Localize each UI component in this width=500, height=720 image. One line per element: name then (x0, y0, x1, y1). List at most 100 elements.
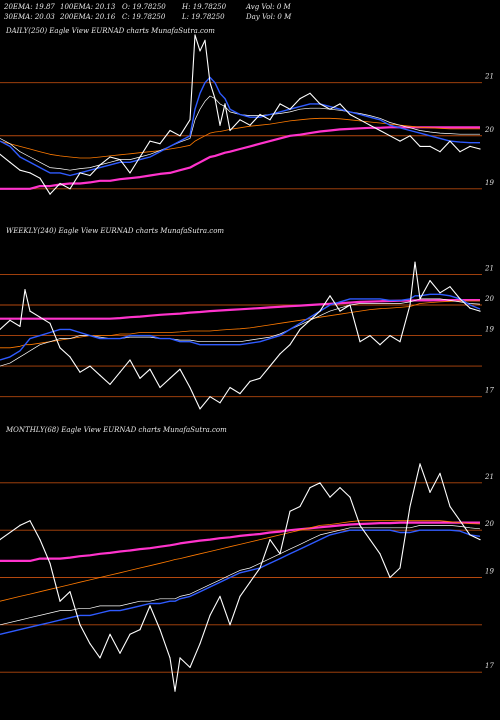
daily-price-point (129, 172, 131, 174)
weekly-price-point (9, 319, 11, 321)
daily-price-point (49, 193, 51, 195)
monthly-price-point (339, 487, 341, 489)
daily-price-point (149, 140, 151, 142)
weekly-chart: 21 20 19 17 (0, 261, 494, 410)
weekly-price-point (219, 402, 221, 404)
weekly-ytick-label: 19 (485, 326, 494, 334)
daily-price-point (309, 92, 311, 94)
daily-ytick-label: 20 (484, 126, 494, 134)
weekly-price-point (469, 307, 471, 309)
monthly-price-point (209, 614, 211, 616)
daily-price-point (429, 145, 431, 147)
weekly-price-point (119, 371, 121, 373)
daily-price-point (439, 151, 441, 153)
weekly-price-point (239, 393, 241, 395)
weekly-price-point (289, 344, 291, 346)
weekly-price-point (439, 292, 441, 294)
daily-price-point (39, 177, 41, 179)
daily-price-point (339, 103, 341, 105)
daily-price-point (139, 156, 141, 158)
weekly-price-point (329, 295, 331, 297)
daily-price-point (359, 119, 361, 121)
weekly-price-point (229, 386, 231, 389)
daily-price-point (399, 140, 401, 142)
weekly-price-point (39, 316, 41, 318)
monthly-chart: 21 20 19 17 (0, 463, 494, 692)
weekly-price-point (409, 304, 411, 306)
monthly-ema-mid-line (0, 525, 481, 626)
daily-price-point (259, 113, 261, 116)
monthly-price-point (159, 629, 161, 631)
weekly-chart-panel: WEEKLY(240) Eagle View EURNAD charts Mun… (0, 225, 500, 425)
monthly-price-point (99, 657, 101, 659)
daily-price-point (299, 98, 301, 100)
daily-price-point (179, 135, 181, 137)
weekly-price-point (0, 328, 1, 330)
monthly-price-point (349, 496, 351, 498)
weekly-price-point (349, 304, 351, 306)
weekly-price-point (259, 377, 261, 379)
daily-price-point (289, 108, 291, 110)
monthly-price-point (169, 657, 171, 659)
monthly-price-point (299, 505, 301, 508)
weekly-price-point (169, 377, 171, 379)
weekly-price-point (369, 335, 371, 337)
weekly-price-point (449, 286, 451, 288)
high-label: H: 19.78250 (182, 3, 227, 11)
weekly-price-point (149, 368, 151, 370)
avg-vol-label: Avg Vol: 0 M (246, 3, 291, 11)
monthly-price-point (119, 652, 121, 654)
monthly-price-point (389, 576, 391, 579)
weekly-price-point (359, 341, 361, 343)
weekly-price-point (429, 280, 431, 282)
ema200-label: 200EMA: 20.16 (60, 13, 116, 21)
monthly-price-point (249, 581, 251, 583)
daily-price-point (214, 98, 216, 100)
daily-price-point (19, 169, 21, 171)
weekly-price-point (414, 261, 416, 263)
daily-ema-fast-line (0, 76, 480, 177)
monthly-price-point (409, 505, 411, 508)
day-vol-label: Day Vol: 0 M (246, 13, 292, 21)
monthly-price-point (89, 643, 91, 645)
daily-price-point (9, 161, 11, 163)
daily-chart: 21 20 19 (0, 34, 494, 195)
daily-price-point (224, 103, 226, 105)
monthly-price-point (239, 595, 241, 597)
monthly-ema-slow-line (0, 520, 481, 602)
daily-price-point (169, 129, 171, 132)
daily-price-point (369, 124, 371, 126)
weekly-chart-title: WEEKLY(240) Eagle View EURNAD charts Mun… (6, 227, 225, 235)
weekly-price-point (339, 310, 341, 312)
daily-price-point (229, 129, 231, 132)
weekly-price-point (24, 289, 26, 291)
weekly-price-point (19, 325, 21, 327)
daily-price-point (319, 103, 321, 105)
weekly-ema-mid-line (0, 298, 481, 367)
monthly-price-point (289, 510, 291, 512)
daily-price-point (269, 119, 271, 121)
daily-price-point (119, 159, 121, 161)
monthly-price-point (39, 539, 41, 541)
daily-price-point (209, 82, 211, 84)
weekly-price-point (109, 383, 111, 385)
monthly-price-point (319, 482, 321, 484)
monthly-price-point (0, 539, 1, 541)
open-label: O: 19.78250 (122, 3, 166, 11)
daily-chart-panel: DAILY(250) Eagle View EURNAD charts Muna… (0, 0, 500, 225)
weekly-price-point (199, 408, 201, 410)
quote-header-row-2: 30EMA: 20.03 200EMA: 20.16 C: 19.78250 L: 1… (4, 12, 291, 22)
monthly-price-point (329, 496, 331, 498)
monthly-price-point (149, 605, 151, 607)
monthly-chart-panel: MONTHLY(68) Eagle View EURNAD charts Mun… (0, 425, 500, 720)
weekly-price-point (459, 298, 461, 300)
monthly-price-point (309, 487, 311, 489)
monthly-price-point (49, 562, 51, 564)
weekly-price-point (389, 335, 391, 337)
weekly-price-point (49, 322, 51, 324)
weekly-price-point (319, 310, 321, 312)
daily-price-point (0, 153, 1, 155)
monthly-price-point (279, 553, 281, 555)
weekly-price-point (79, 371, 81, 373)
weekly-price-point (279, 353, 281, 355)
